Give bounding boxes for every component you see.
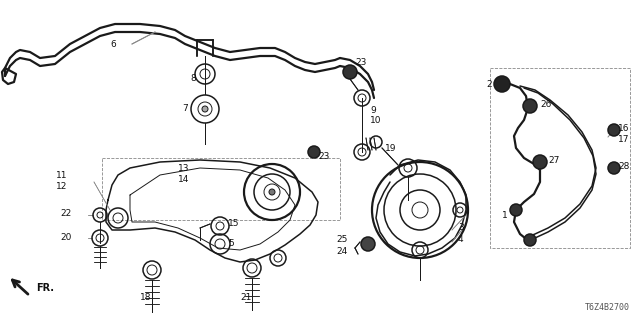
Text: 3: 3: [458, 223, 464, 233]
Text: 5: 5: [228, 239, 234, 249]
Text: FR.: FR.: [36, 283, 54, 293]
Text: 9: 9: [370, 106, 376, 115]
Text: 23: 23: [318, 151, 330, 161]
Text: 25: 25: [337, 236, 348, 244]
Text: 19: 19: [385, 143, 397, 153]
Circle shape: [533, 155, 547, 169]
Circle shape: [524, 234, 536, 246]
Text: T6Z4B2700: T6Z4B2700: [585, 303, 630, 312]
Text: 2: 2: [486, 79, 492, 89]
Circle shape: [202, 106, 208, 112]
Circle shape: [269, 189, 275, 195]
Text: 13: 13: [178, 164, 189, 172]
Text: 11: 11: [56, 171, 67, 180]
Circle shape: [343, 65, 357, 79]
Text: 16: 16: [618, 124, 630, 132]
Text: 23: 23: [355, 58, 366, 67]
Text: 15: 15: [228, 220, 239, 228]
Circle shape: [608, 162, 620, 174]
Text: 22: 22: [60, 209, 71, 218]
Circle shape: [494, 76, 510, 92]
Text: 1: 1: [502, 211, 508, 220]
Circle shape: [523, 99, 537, 113]
Circle shape: [510, 204, 522, 216]
Text: 26: 26: [540, 100, 552, 108]
Text: 28: 28: [618, 162, 629, 171]
Text: 7: 7: [182, 103, 188, 113]
Text: 18: 18: [140, 293, 152, 302]
Text: 20: 20: [60, 234, 72, 243]
Text: 27: 27: [548, 156, 559, 164]
Text: 8: 8: [190, 74, 196, 83]
Text: 4: 4: [458, 236, 463, 244]
Text: 12: 12: [56, 181, 67, 190]
Text: 24: 24: [337, 247, 348, 257]
Circle shape: [608, 124, 620, 136]
Text: 21: 21: [240, 293, 252, 302]
Text: 10: 10: [370, 116, 381, 124]
Circle shape: [361, 237, 375, 251]
Text: 17: 17: [618, 134, 630, 143]
Text: 14: 14: [178, 174, 189, 183]
Circle shape: [308, 146, 320, 158]
Text: 6: 6: [110, 39, 116, 49]
